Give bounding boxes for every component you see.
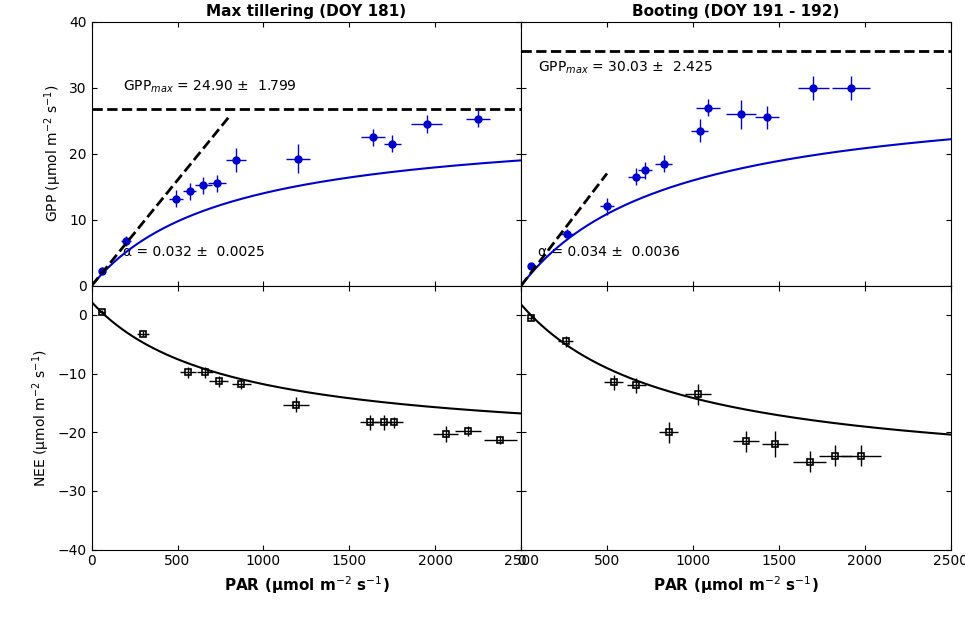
Y-axis label: GPP (μmol m$^{-2}$ s$^{-1}$): GPP (μmol m$^{-2}$ s$^{-1}$) xyxy=(42,85,64,222)
Text: α = 0.032 ±  0.0025: α = 0.032 ± 0.0025 xyxy=(123,245,264,259)
Text: GPP$_{max}$ = 24.90 ±  1.799: GPP$_{max}$ = 24.90 ± 1.799 xyxy=(123,79,296,96)
Title: Booting (DOY 191 - 192): Booting (DOY 191 - 192) xyxy=(632,4,840,19)
X-axis label: PAR (μmol m$^{-2}$ s$^{-1}$): PAR (μmol m$^{-2}$ s$^{-1}$) xyxy=(224,574,389,596)
X-axis label: PAR (μmol m$^{-2}$ s$^{-1}$): PAR (μmol m$^{-2}$ s$^{-1}$) xyxy=(653,574,818,596)
Text: GPP$_{max}$ = 30.03 ±  2.425: GPP$_{max}$ = 30.03 ± 2.425 xyxy=(538,59,713,76)
Title: Max tillering (DOY 181): Max tillering (DOY 181) xyxy=(207,4,406,19)
Text: α = 0.034 ±  0.0036: α = 0.034 ± 0.0036 xyxy=(538,245,680,259)
Y-axis label: NEE (μmol m$^{-2}$ s$^{-1}$): NEE (μmol m$^{-2}$ s$^{-1}$) xyxy=(31,348,52,487)
